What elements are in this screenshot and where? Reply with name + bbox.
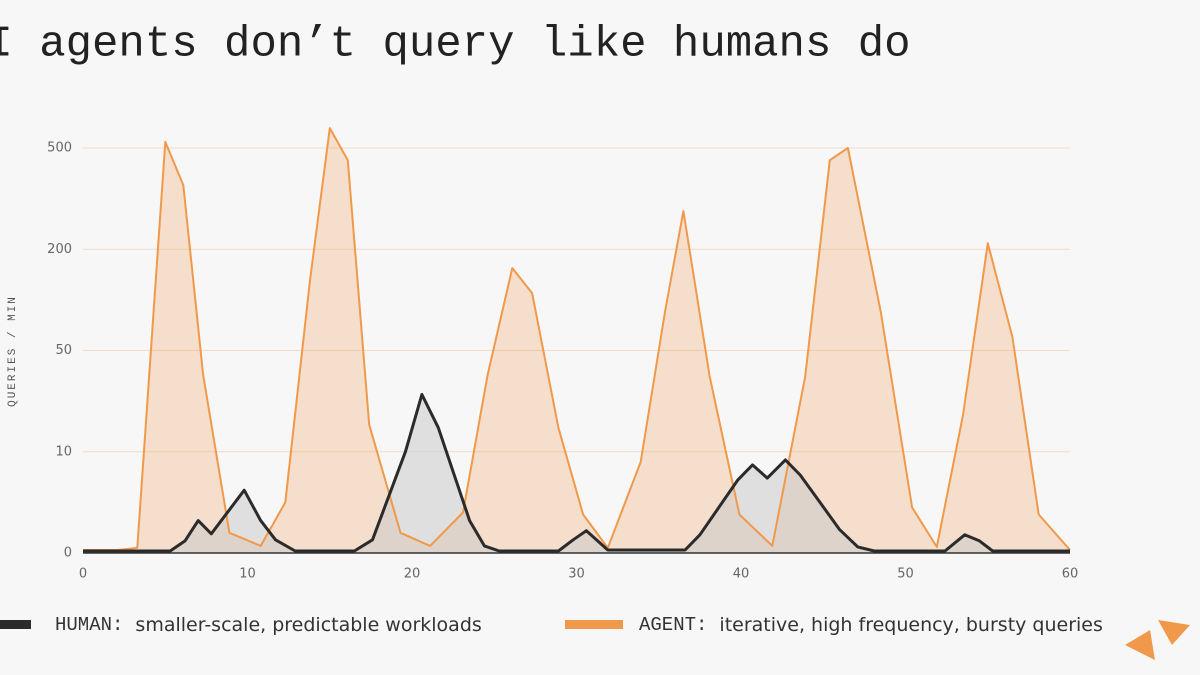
x-tick-label: 40 [733, 567, 750, 582]
legend-item: HUMAN: smaller-scale, predictable workloa… [0, 614, 482, 637]
legend-description: iterative, high frequency, bursty querie… [719, 614, 1102, 636]
line [83, 393, 1070, 553]
y-tick-label: 500 [47, 141, 72, 156]
legend-swatch [0, 620, 31, 629]
y-tick-label: 50 [55, 343, 72, 358]
legend-name: HUMAN: [55, 614, 123, 636]
chart-title: AI agents don’t query like humans do [0, 20, 911, 70]
y-tick-label: 10 [55, 444, 72, 459]
logo [1125, 620, 1190, 660]
x-tick-label: 10 [239, 567, 256, 582]
legend-name: AGENT: [639, 614, 707, 636]
line [83, 127, 1071, 551]
x-tick-label: 50 [897, 567, 914, 582]
legend-description: smaller-scale, predictable workloads [135, 614, 481, 636]
y-tick-label: 0 [64, 546, 72, 561]
legend-swatch [565, 620, 623, 629]
legend-item: AGENT: iterative, high frequency, bursty … [565, 614, 1103, 637]
y-axis-label: QUERIES / MIN [7, 295, 19, 407]
x-tick-label: 30 [568, 567, 585, 582]
y-tick-label: 200 [47, 242, 72, 257]
legend-text: HUMAN: smaller-scale, predictable workloa… [55, 614, 482, 637]
area [83, 128, 1070, 553]
x-tick-label: 20 [404, 567, 421, 582]
x-tick-label: 0 [79, 567, 87, 582]
area [83, 394, 1070, 553]
legend-text: AGENT: iterative, high frequency, bursty … [639, 614, 1103, 637]
x-tick-label: 60 [1062, 567, 1079, 582]
